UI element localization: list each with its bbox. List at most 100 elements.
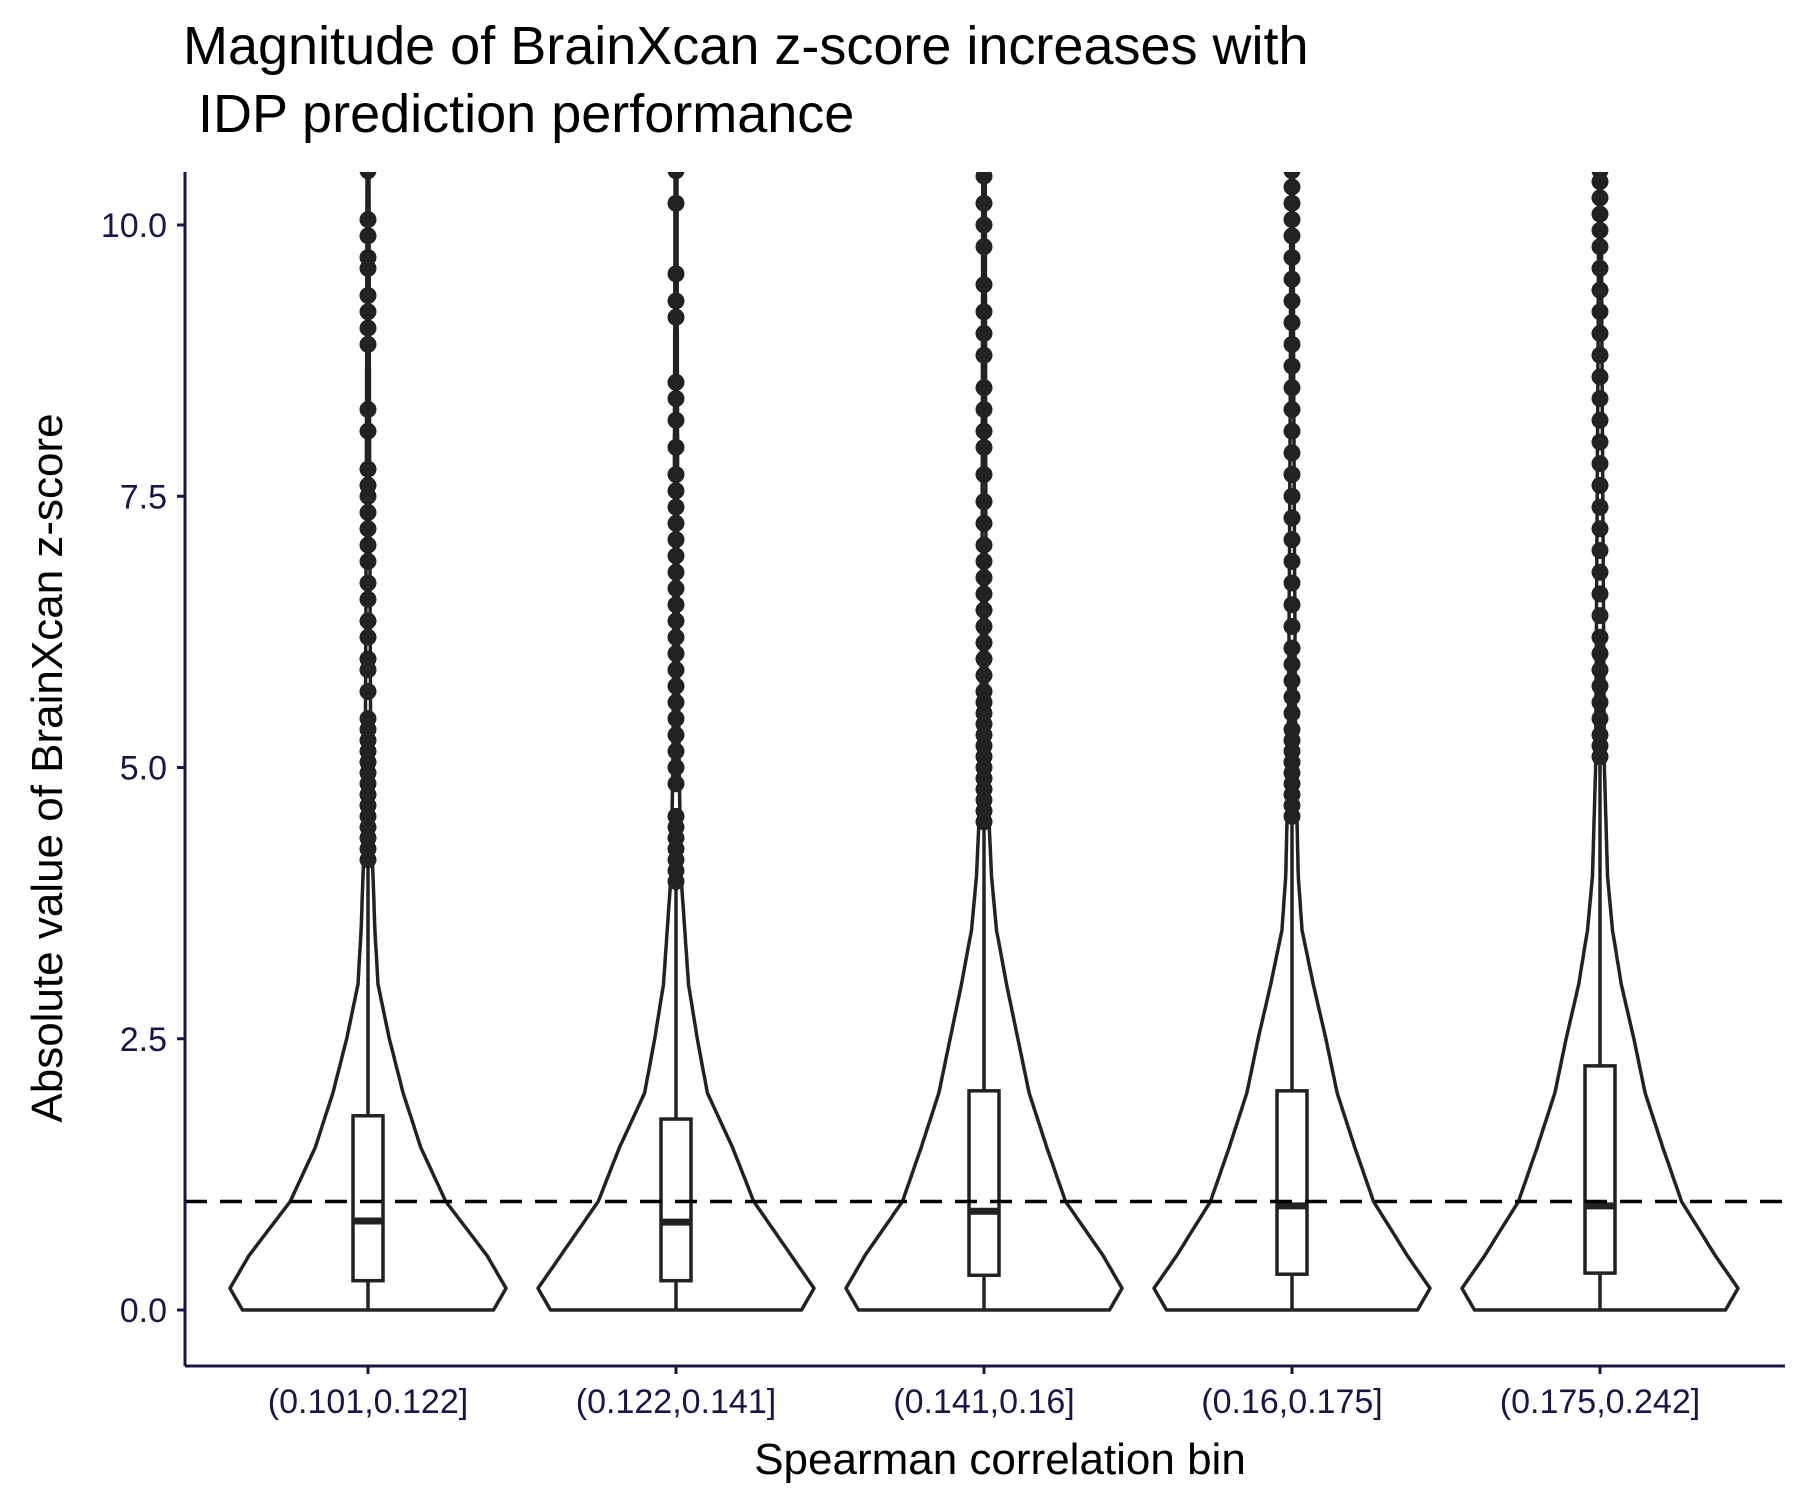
- outlier-point-1-19: [359, 612, 377, 630]
- outlier-point-4-32: [1283, 249, 1301, 267]
- outlier-point-2-11: [667, 726, 685, 744]
- outlier-point-2-36: [667, 172, 685, 180]
- box-3: [967, 1089, 1001, 1278]
- outlier-point-4-37: [1283, 172, 1301, 180]
- outlier-point-3-32: [975, 303, 993, 321]
- outlier-point-3-37: [975, 172, 993, 185]
- outlier-point-5-17: [1591, 455, 1609, 473]
- outlier-point-3-22: [975, 536, 993, 554]
- outlier-point-1-32: [359, 319, 377, 337]
- outlier-point-1-38: [359, 211, 377, 229]
- y-axis-title: Absolute value of BrainXcan z-score: [23, 413, 72, 1122]
- outlier-point-3-23: [975, 514, 993, 532]
- outlier-point-1-37: [359, 227, 377, 245]
- outlier-point-4-35: [1283, 194, 1301, 212]
- outlier-point-4-23: [1283, 444, 1301, 462]
- outlier-point-4-24: [1283, 422, 1301, 440]
- outlier-point-3-31: [975, 325, 993, 342]
- outlier-point-1-36: [359, 249, 377, 267]
- outlier-point-4-14: [1283, 639, 1301, 657]
- outlier-point-2-17: [667, 628, 685, 646]
- outlier-point-5-15: [1591, 498, 1609, 516]
- outlier-point-2-30: [667, 390, 685, 408]
- box-5: [1583, 1064, 1617, 1275]
- outlier-point-5-12: [1591, 563, 1609, 581]
- outlier-point-5-28: [1591, 221, 1609, 239]
- outlier-point-5-3: [1591, 726, 1609, 744]
- outlier-point-4-28: [1283, 335, 1301, 353]
- plot-area: 0.0 2.5 5.0 7.5 10.0 (0.101,0.122] (0.122,0.14…: [101, 172, 1785, 1421]
- outlier-point-5-30: [1591, 189, 1609, 207]
- outlier-point-1-39: [359, 172, 377, 180]
- box-4: [1275, 1089, 1309, 1276]
- outlier-point-2-21: [667, 563, 685, 581]
- outlier-point-3-35: [975, 216, 993, 234]
- outlier-point-2-24: [667, 514, 685, 532]
- outlier-point-4-13: [1283, 655, 1301, 673]
- outlier-point-5-6: [1591, 677, 1609, 695]
- outlier-point-5-23: [1591, 325, 1609, 342]
- outlier-point-1-27: [359, 476, 377, 494]
- outlier-point-3-29: [975, 379, 993, 397]
- outlier-point-2-33: [667, 292, 685, 310]
- outlier-point-1-17: [359, 650, 377, 668]
- outlier-point-4-26: [1283, 379, 1301, 397]
- outlier-point-3-26: [975, 438, 993, 456]
- outlier-point-2-20: [667, 579, 685, 597]
- y-tick-label-4: 7.5: [120, 478, 167, 516]
- outlier-point-4-12: [1283, 672, 1301, 690]
- outlier-point-3-27: [975, 422, 993, 440]
- outlier-point-1-34: [359, 287, 377, 305]
- outlier-point-2-14: [667, 677, 685, 695]
- outlier-point-4-20: [1283, 509, 1301, 527]
- x-tick-label-2: (0.122,0.141]: [576, 1383, 776, 1421]
- outlier-point-4-30: [1283, 292, 1301, 310]
- outlier-point-3-28: [975, 400, 993, 418]
- outlier-point-5-22: [1591, 346, 1609, 364]
- outlier-point-3-33: [975, 276, 993, 294]
- outlier-point-1-15: [359, 683, 377, 701]
- outlier-point-5-20: [1591, 390, 1609, 408]
- outlier-point-4-18: [1283, 552, 1301, 570]
- outlier-point-3-36: [975, 194, 993, 212]
- outlier-point-5-27: [1591, 238, 1609, 256]
- outlier-point-5-29: [1591, 205, 1609, 223]
- x-tick-label-4: (0.16,0.175]: [1201, 1383, 1382, 1421]
- outlier-point-2-23: [667, 531, 685, 549]
- outlier-point-1-23: [359, 536, 377, 554]
- outlier-point-5-24: [1591, 303, 1609, 321]
- outlier-point-4-31: [1283, 270, 1301, 288]
- outlier-point-3-16: [975, 634, 993, 652]
- outlier-point-1-33: [359, 303, 377, 321]
- outlier-point-3-15: [975, 650, 993, 668]
- outlier-point-2-32: [667, 308, 685, 326]
- outlier-point-3-18: [975, 601, 993, 619]
- y-tick-label-5: 10.0: [101, 207, 167, 245]
- outlier-point-2-10: [667, 742, 685, 760]
- outlier-point-4-11: [1283, 688, 1301, 706]
- outlier-point-1-20: [359, 590, 377, 608]
- outlier-point-2-26: [667, 482, 685, 500]
- outlier-point-2-34: [667, 265, 685, 283]
- outlier-point-4-33: [1283, 227, 1301, 245]
- outlier-point-2-8: [667, 775, 685, 793]
- outlier-point-4-25: [1283, 400, 1301, 418]
- outlier-point-4-22: [1283, 466, 1301, 484]
- outlier-point-5-8: [1591, 645, 1609, 663]
- outlier-point-4-19: [1283, 531, 1301, 549]
- outlier-point-4-27: [1283, 357, 1301, 375]
- outlier-point-1-31: [359, 335, 377, 353]
- outlier-point-3-14: [975, 666, 993, 684]
- outlier-point-4-16: [1283, 596, 1301, 614]
- outlier-point-4-10: [1283, 704, 1301, 722]
- outlier-point-2-12: [667, 710, 685, 728]
- outlier-point-3-30: [975, 346, 993, 364]
- outlier-point-1-21: [359, 574, 377, 592]
- outlier-point-4-9: [1283, 721, 1301, 739]
- x-axis-title: Spearman correlation bin: [754, 1435, 1246, 1484]
- outlier-point-5-19: [1591, 411, 1609, 429]
- outlier-point-5-11: [1591, 585, 1609, 603]
- outlier-point-4-36: [1283, 178, 1301, 196]
- outlier-point-4-15: [1283, 617, 1301, 635]
